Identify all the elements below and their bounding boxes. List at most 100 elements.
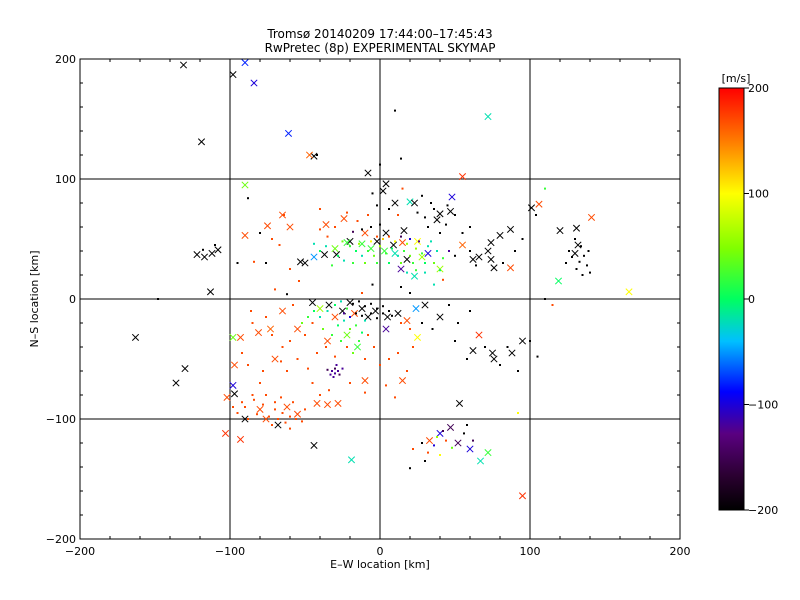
data-point-dot (445, 439, 447, 442)
data-point-cross (361, 229, 369, 237)
cross-stroke (458, 241, 467, 249)
cross-stroke (230, 390, 239, 398)
data-point-cross (301, 259, 309, 267)
data-point-dot (388, 310, 390, 312)
data-point-dot (367, 250, 369, 252)
data-point-cross (361, 377, 369, 385)
colorbar-tick-label: −100 (748, 399, 778, 412)
data-point-dot (332, 376, 335, 378)
cross-stroke (343, 239, 351, 247)
data-point-cross (379, 187, 387, 195)
cross-stroke (397, 265, 405, 273)
data-point-dot (421, 194, 423, 197)
cross-stroke (410, 199, 419, 207)
data-point-dot (343, 312, 345, 315)
data-point-cross (221, 429, 230, 437)
data-point-dot (442, 278, 444, 281)
data-point-dot (415, 247, 417, 250)
cross-stroke (382, 229, 390, 237)
cross-stroke (172, 379, 180, 387)
data-point-dot (406, 271, 408, 274)
data-point-dot (325, 245, 327, 248)
data-point-cross (476, 457, 485, 465)
data-point-cross (334, 399, 342, 407)
cross-stroke (338, 307, 347, 315)
data-point-dot (265, 394, 267, 396)
data-point-dot (280, 396, 282, 399)
data-point-dot (454, 254, 456, 257)
data-point-dot (283, 214, 285, 216)
data-point-dot (448, 250, 450, 252)
data-point-dot (409, 238, 411, 240)
data-point-cross (535, 200, 543, 208)
colorbar-ticks: 200 100 0 −100 −200 (744, 82, 778, 517)
cross-stroke (229, 381, 237, 389)
cross-stroke (403, 317, 411, 325)
data-point-cross (574, 241, 582, 249)
cross-stroke (535, 200, 543, 208)
data-point-cross (296, 258, 305, 266)
cross-stroke (322, 221, 330, 229)
data-point-dot (373, 346, 375, 348)
data-point-dot (536, 355, 539, 358)
data-point-dot (341, 240, 344, 243)
data-point-dot (506, 346, 509, 348)
data-point-dot (352, 262, 354, 264)
cross-stroke (296, 258, 305, 266)
data-point-dot (454, 340, 456, 342)
data-point-dot (358, 300, 360, 303)
data-point-dot (379, 245, 381, 248)
data-point-dot (431, 328, 434, 330)
data-point-dot (319, 228, 321, 231)
data-point-cross (346, 299, 354, 307)
data-point-dot (454, 214, 456, 216)
cross-stroke (496, 231, 504, 239)
cross-stroke (398, 377, 407, 385)
data-point-cross (332, 251, 341, 259)
data-point-dot (334, 372, 336, 375)
data-point-dot (346, 307, 348, 310)
data-point-cross (475, 331, 483, 339)
cross-stroke (574, 241, 582, 249)
cross-stroke (458, 173, 467, 181)
data-point-cross (403, 317, 411, 325)
data-point-dot (241, 401, 243, 404)
data-point-dot (379, 364, 381, 366)
data-point-dot (346, 346, 348, 348)
cross-stroke (389, 241, 398, 249)
data-point-dot (376, 262, 378, 264)
x-tick-label: −100 (215, 545, 245, 558)
data-point-dot (281, 346, 284, 348)
data-point-cross (455, 399, 464, 407)
data-point-cross (436, 210, 444, 218)
data-point-dot (394, 109, 396, 112)
data-point-dot (364, 262, 366, 264)
y-tick-label: 100 (55, 173, 76, 186)
data-point-dot (301, 322, 303, 324)
data-point-cross (469, 347, 477, 355)
data-point-dot (329, 373, 332, 376)
cross-stroke (391, 199, 399, 207)
data-point-dot (316, 352, 318, 354)
chart-title: Tromsø 20140209 17:44:00–17:45:43 (266, 27, 492, 41)
data-point-cross (587, 213, 596, 221)
cross-stroke (383, 313, 392, 321)
data-point-dot (265, 316, 267, 318)
data-point-dot (370, 302, 372, 305)
data-point-dot (304, 408, 306, 411)
data-point-dot (451, 446, 453, 449)
data-point-dot (337, 254, 339, 257)
data-point-dot (356, 220, 359, 222)
data-point-dot (499, 364, 501, 366)
data-point-cross (229, 381, 237, 389)
data-point-dot (587, 250, 590, 252)
data-point-cross (506, 225, 515, 233)
cross-stroke (506, 225, 515, 233)
colorbar (718, 87, 745, 511)
data-point-dot (514, 250, 516, 252)
y-axis-label: N–S location [km] (28, 250, 41, 347)
cross-stroke (229, 333, 237, 341)
data-point-cross (484, 247, 492, 255)
cross-stroke (476, 457, 485, 465)
data-point-dot (286, 293, 288, 296)
